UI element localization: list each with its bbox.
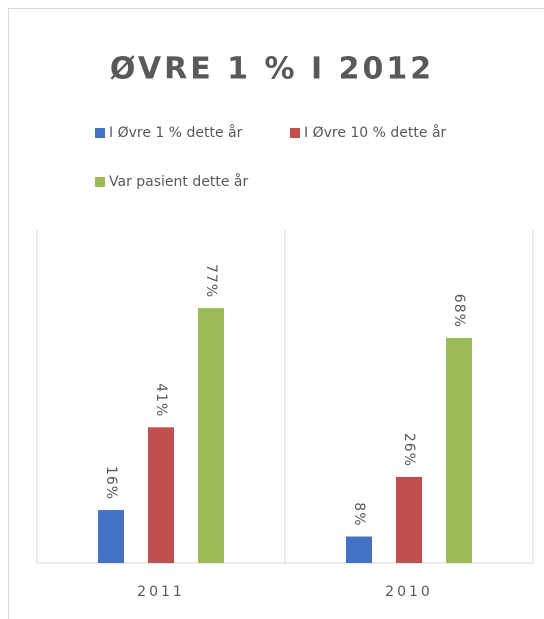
data-label: 77% — [203, 264, 219, 298]
legend-swatch — [95, 128, 105, 138]
bar — [346, 536, 372, 563]
x-tick-label: 2011 — [137, 584, 185, 600]
data-label: 8% — [351, 502, 367, 526]
bar — [396, 476, 422, 563]
bar — [198, 308, 224, 563]
legend-label: I Øvre 10 % dette år — [304, 124, 447, 141]
chart-frame — [8, 8, 544, 619]
legend-label: I Øvre 1 % dette år — [109, 124, 243, 141]
chart-title: ØVRE 1 % I 2012 — [110, 52, 434, 87]
data-label: 16% — [103, 466, 119, 500]
legend-label: Var pasient dette år — [109, 173, 248, 190]
data-label: 26% — [401, 433, 417, 467]
legend-swatch — [290, 128, 300, 138]
data-label: 68% — [451, 294, 467, 328]
x-tick-label: 2010 — [385, 584, 433, 600]
bar — [98, 510, 124, 563]
data-label: 41% — [153, 383, 169, 417]
bar — [148, 427, 174, 563]
bar — [446, 337, 472, 563]
legend-swatch — [95, 177, 105, 187]
